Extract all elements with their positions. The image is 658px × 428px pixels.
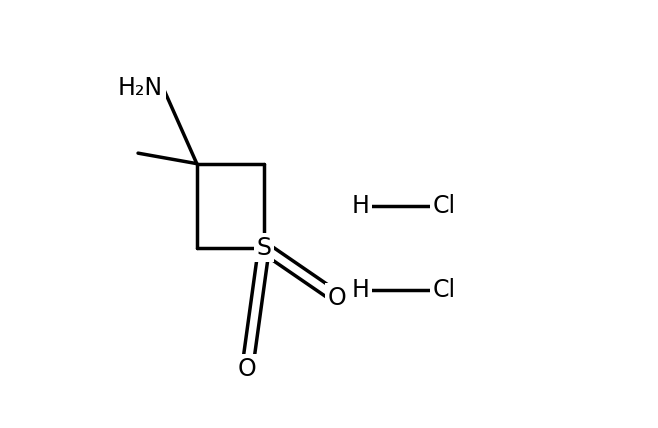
Text: H: H <box>351 193 369 217</box>
Text: S: S <box>257 235 272 259</box>
Text: H: H <box>351 277 369 302</box>
Text: H₂N: H₂N <box>118 76 163 100</box>
Text: O: O <box>328 286 347 310</box>
Text: O: O <box>238 357 257 381</box>
Text: Cl: Cl <box>433 193 456 217</box>
Text: Cl: Cl <box>433 277 456 302</box>
